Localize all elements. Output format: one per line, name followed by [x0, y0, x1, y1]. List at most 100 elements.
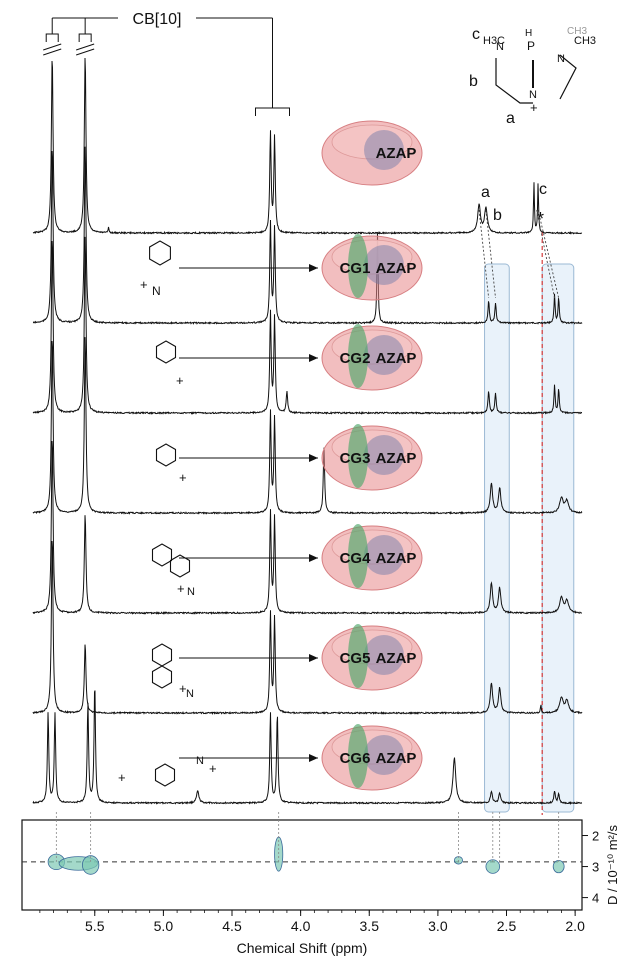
cg5-ring-a [151, 643, 173, 667]
complex-cartoon-6: CG5 AZAP [321, 624, 423, 691]
cg4-ring-b [169, 554, 191, 578]
dosy-spot-4 [274, 836, 284, 872]
y-tick-label: 2 [592, 829, 599, 844]
peak-break-mark [75, 43, 95, 51]
y-axis-label: D / 10⁻¹⁰ m²/s [605, 825, 620, 905]
cg6-charge-left: + [118, 770, 126, 785]
structure-n-left: N [496, 41, 504, 53]
spectrum-trace-6 [32, 540, 583, 715]
cg4-charge: + [177, 581, 185, 596]
peak-label-b: b [493, 207, 502, 224]
spectrum-trace-5 [32, 440, 582, 615]
peak-label-c: c [539, 181, 547, 198]
arrow-head [309, 454, 318, 462]
cb10-cavity [331, 124, 413, 160]
structure-ch3-faint: CH3 [567, 26, 587, 37]
cg6-charge-right: + [209, 761, 217, 776]
peak-shift-connector [485, 209, 496, 299]
cg3-charge: + [179, 470, 187, 485]
spectrum-trace-3 [32, 236, 582, 415]
highlight-band-c [541, 263, 575, 813]
cb10-bracket-right [255, 107, 291, 116]
complex-cartoon-1: AZAP [321, 120, 423, 186]
x-tick-label: 4.0 [291, 918, 311, 934]
cg2-charge: + [176, 373, 184, 388]
spectrum-trace-1 [32, 57, 583, 235]
x-tick-label: 5.5 [85, 918, 105, 934]
structure-n-bottom: N [529, 89, 537, 101]
guest-label: CG6 [340, 750, 371, 767]
guest-label: CG4 [340, 550, 372, 567]
cg5-charge: + [179, 681, 187, 696]
peak-shift-connector [537, 209, 560, 299]
peak-break-mark [43, 48, 62, 56]
spectrum-trace-4 [32, 337, 583, 515]
guest-label: CG5 [340, 650, 371, 667]
structure-ch3-right: CH3 [574, 35, 596, 47]
spectrum-trace-2 [32, 146, 583, 325]
x-tick-label: 5.0 [154, 918, 174, 934]
cg-guest-disc [348, 234, 368, 298]
x-tick-label: 3.5 [360, 918, 380, 934]
cg1-benzene-ring [149, 240, 171, 266]
cb10-label: CB[10] [133, 11, 182, 28]
y-tick-label: 4 [592, 891, 599, 906]
y-tick-label: 3 [592, 860, 599, 875]
structure-h: H [525, 28, 532, 39]
peak-break-mark [43, 43, 62, 51]
complex-cartoon-3: CG2 AZAP [321, 324, 423, 391]
arrow-head [309, 264, 318, 272]
azap-guest-ball [364, 735, 404, 775]
cg5-ring-b [151, 665, 173, 689]
complex-cartoon-5: CG4 AZAP [321, 524, 423, 591]
azap-guest-ball [364, 245, 404, 285]
cb10-bracket-middle [78, 33, 92, 42]
peak-break-mark [75, 48, 95, 56]
azap-guest-ball [364, 635, 404, 675]
structure-label-b: b [469, 73, 478, 90]
azap-guest-ball [364, 335, 404, 375]
peak-shift-connector [536, 209, 555, 299]
cg1-charge: + [140, 277, 148, 292]
cg2-ring [155, 340, 177, 364]
peak-shift-connector [478, 209, 490, 299]
cg6-nitrogen: N [196, 755, 204, 767]
azap-guest-ball [364, 435, 404, 475]
cg3-ring [155, 443, 177, 467]
x-tick-label: 3.0 [428, 918, 448, 934]
azap-label: AZAP [376, 450, 417, 467]
cg-guest-disc [348, 524, 368, 588]
structure-plus: + [530, 100, 538, 115]
cb10-bracket-left [45, 33, 59, 42]
azap-guest-ball [364, 130, 404, 170]
azap-label: AZAP [376, 260, 417, 277]
dosy-spot-3 [82, 855, 100, 875]
structure-label-c: c [472, 26, 480, 43]
arrow-head [309, 654, 318, 662]
peak-label-a: a [481, 184, 490, 201]
cg1-nitrogen: N [152, 284, 161, 298]
cg4-ring-a [151, 543, 173, 567]
guest-label: CG1 [340, 260, 371, 277]
x-tick-label: 2.5 [497, 918, 517, 934]
structure-p: P [527, 39, 535, 53]
structure-n-right: N [557, 53, 565, 65]
azap-label: AZAP [376, 145, 417, 162]
dosy-frame [21, 819, 583, 911]
complex-cartoon-4: CG3 AZAP [321, 424, 423, 491]
azap-label: AZAP [376, 650, 417, 667]
spectrum-trace-7 [32, 690, 583, 805]
arrow-head [309, 554, 318, 562]
highlight-band-b [484, 263, 510, 813]
x-tick-label: 2.0 [565, 918, 585, 934]
cg5-nitrogen: N [186, 688, 194, 700]
cg-guest-disc [348, 724, 368, 788]
dosy-spot-7 [552, 859, 565, 874]
arrow-head [309, 354, 318, 362]
structure-label-a: a [506, 110, 515, 127]
azap-label: AZAP [376, 350, 417, 367]
structure-ch3-left: H3C [483, 35, 505, 47]
complex-cartoon-7: CG6 AZAP [321, 724, 423, 791]
